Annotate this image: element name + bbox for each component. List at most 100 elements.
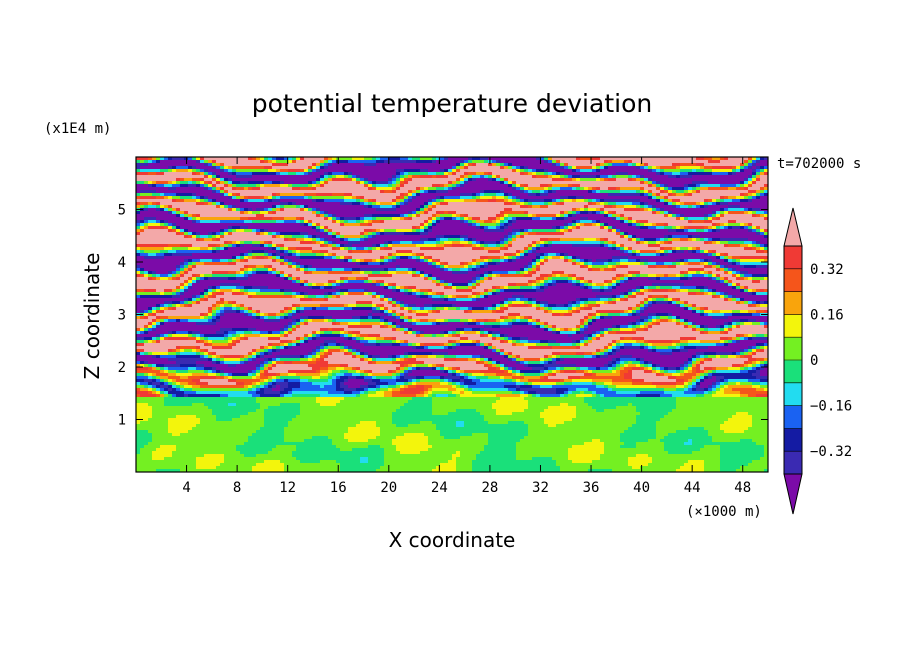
contour-cell bbox=[480, 292, 485, 296]
contour-cell bbox=[596, 190, 601, 194]
contour-cell bbox=[292, 202, 297, 206]
contour-cell bbox=[220, 220, 245, 224]
contour-cell bbox=[196, 193, 221, 197]
contour-cell bbox=[152, 313, 157, 317]
contour-cell bbox=[344, 307, 353, 311]
contour-cell bbox=[512, 355, 517, 359]
contour-cell bbox=[452, 166, 457, 170]
contour-cell bbox=[260, 160, 265, 164]
contour-cell bbox=[492, 178, 497, 182]
contour-cell bbox=[376, 292, 381, 296]
contour-cell bbox=[316, 238, 321, 242]
contour-cell bbox=[556, 373, 585, 377]
contour-cell bbox=[688, 235, 693, 239]
contour-cell bbox=[368, 280, 373, 284]
contour-cell bbox=[640, 166, 645, 170]
contour-cell bbox=[420, 190, 425, 194]
contour-cell bbox=[672, 235, 689, 239]
contour-cell bbox=[524, 268, 529, 272]
contour-cell bbox=[696, 373, 701, 377]
contour-cell bbox=[728, 325, 733, 329]
contour-cell bbox=[228, 172, 233, 176]
contour-cell bbox=[540, 319, 581, 323]
contour-cell bbox=[300, 268, 305, 272]
contour-cell bbox=[436, 307, 445, 311]
contour-cell bbox=[536, 262, 541, 266]
contour-cell bbox=[244, 220, 253, 224]
contour-cell bbox=[524, 295, 597, 299]
contour-cell bbox=[232, 187, 237, 191]
contour-cell bbox=[688, 277, 693, 281]
contour-cell bbox=[612, 352, 617, 356]
contour-cell bbox=[136, 172, 149, 176]
contour-cell bbox=[292, 274, 369, 278]
contour-cell bbox=[268, 250, 277, 254]
contour-cell bbox=[140, 352, 145, 356]
contour-cell bbox=[268, 364, 273, 368]
contour-cell bbox=[744, 334, 749, 338]
contour-cell bbox=[248, 259, 273, 263]
contour-cell bbox=[184, 229, 189, 233]
contour-cell bbox=[720, 256, 725, 260]
contour-cell bbox=[688, 370, 693, 374]
contour-cell bbox=[260, 241, 265, 245]
contour-cell bbox=[676, 370, 681, 374]
contour-cell bbox=[260, 289, 281, 293]
contour-cell bbox=[264, 253, 269, 257]
contour-cell bbox=[588, 211, 593, 215]
contour-cell bbox=[292, 343, 297, 347]
contour-cell bbox=[732, 319, 741, 323]
contour-cell bbox=[376, 295, 381, 299]
contour-cell bbox=[504, 190, 521, 194]
contour-cell bbox=[500, 349, 505, 353]
contour-cell bbox=[372, 358, 377, 362]
contour-cell bbox=[356, 259, 361, 263]
contour-cell bbox=[360, 178, 365, 182]
contour-cell bbox=[212, 259, 221, 263]
contour-cell bbox=[464, 238, 469, 242]
contour-cell bbox=[372, 295, 377, 299]
contour-cell bbox=[728, 280, 733, 284]
contour-cell bbox=[628, 370, 633, 374]
contour-cell bbox=[236, 175, 253, 179]
contour-cell bbox=[524, 232, 529, 236]
contour-cell bbox=[528, 298, 533, 302]
contour-cell bbox=[756, 181, 768, 185]
contour-cell bbox=[268, 241, 273, 245]
contour-cell bbox=[268, 331, 273, 335]
contour-cell bbox=[300, 355, 305, 359]
contour-cell bbox=[484, 343, 489, 347]
contour-cell bbox=[168, 208, 173, 212]
contour-cell bbox=[248, 373, 253, 377]
contour-cell bbox=[672, 316, 677, 320]
contour-cell bbox=[664, 223, 669, 227]
contour-cell bbox=[732, 274, 737, 278]
contour-cell bbox=[612, 325, 617, 329]
contour-cell bbox=[692, 238, 697, 242]
contour-cell bbox=[508, 232, 513, 236]
contour-cell bbox=[552, 352, 561, 356]
contour-cell bbox=[524, 235, 621, 239]
contour-cell bbox=[608, 361, 613, 365]
contour-cell bbox=[508, 367, 513, 371]
contour-cell bbox=[752, 160, 757, 164]
contour-cell bbox=[728, 295, 733, 299]
contour-cell bbox=[528, 304, 533, 308]
contour-cell bbox=[456, 169, 461, 173]
contour-cell bbox=[576, 370, 585, 374]
contour-cell bbox=[612, 247, 617, 251]
contour-cell bbox=[664, 235, 669, 239]
contour-cell bbox=[264, 319, 281, 323]
contour-cell bbox=[628, 277, 633, 281]
contour-cell bbox=[756, 175, 761, 179]
contour-cell bbox=[724, 322, 729, 326]
contour-cell bbox=[324, 283, 329, 287]
contour-cell bbox=[756, 226, 761, 230]
contour-cell bbox=[572, 280, 577, 284]
contour-cell bbox=[456, 358, 469, 362]
contour-cell bbox=[208, 175, 213, 179]
contour-cell bbox=[644, 289, 649, 293]
contour-cell bbox=[276, 364, 309, 368]
contour-cell bbox=[392, 190, 397, 194]
contour-cell bbox=[200, 214, 257, 218]
